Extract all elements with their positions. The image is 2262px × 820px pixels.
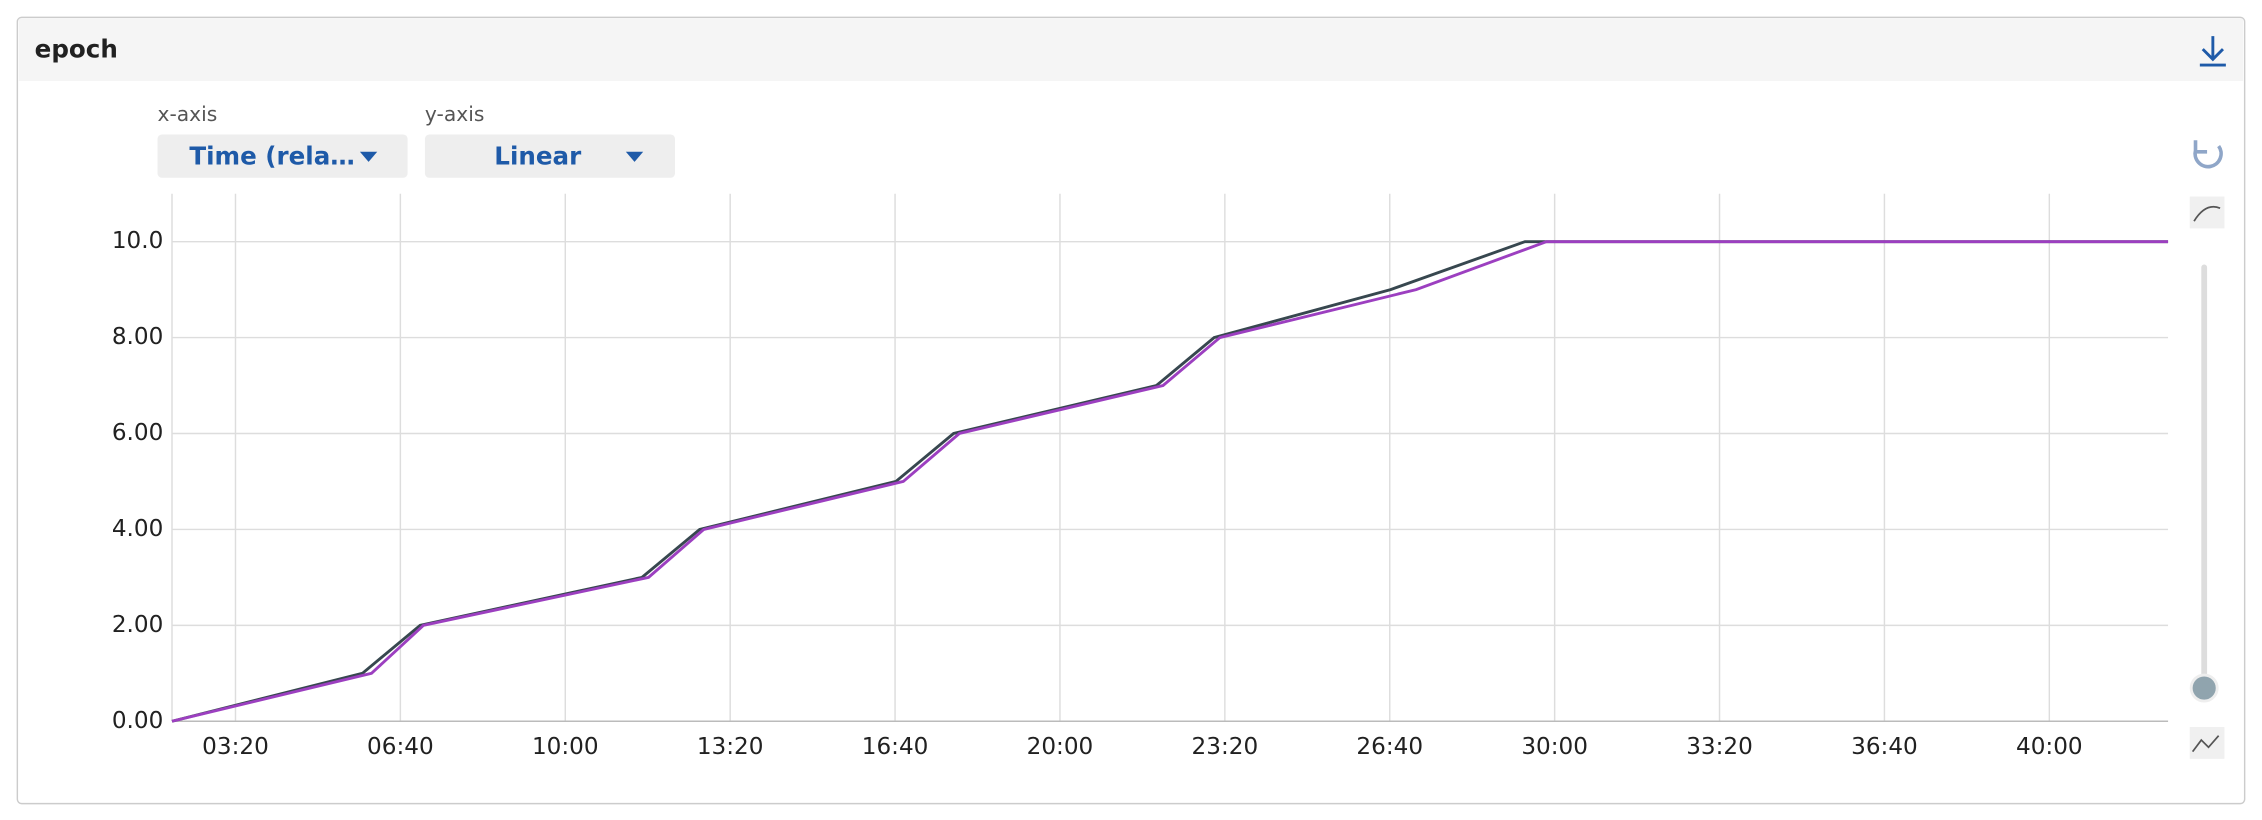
download-icon bbox=[2199, 36, 2226, 67]
y-axis-value: Linear bbox=[494, 142, 582, 171]
card-border bbox=[16, 16, 2246, 805]
x-tick-label: 23:20 bbox=[1192, 734, 1259, 760]
x-tick-label: 10:00 bbox=[532, 734, 599, 760]
raw-line bbox=[2191, 735, 2220, 753]
x-axis-value: Time (rela… bbox=[189, 142, 355, 171]
y-tick-label: 6.00 bbox=[112, 420, 163, 446]
reset-button[interactable] bbox=[2193, 140, 2223, 169]
x-tick-label: 36:40 bbox=[1851, 734, 1918, 760]
series-line bbox=[171, 240, 2169, 723]
smooth-curve bbox=[2193, 205, 2221, 222]
y-tick-label: 8.00 bbox=[112, 324, 163, 350]
series-line bbox=[171, 240, 2169, 723]
y-axis-label: y-axis bbox=[425, 102, 484, 126]
slider-knob[interactable] bbox=[2189, 673, 2219, 703]
y-axis-dropdown[interactable] bbox=[424, 134, 675, 178]
plot: 0.00 2.00 4.00 6.00 8.00 10.0 03:20 06:40 10:00 1… bbox=[112, 193, 2169, 760]
x-tick-label: 06:40 bbox=[367, 734, 434, 760]
y-tick-label: 2.00 bbox=[112, 612, 163, 638]
raw-icon bbox=[2189, 727, 2225, 759]
x-tick-label: 26:40 bbox=[1356, 734, 1423, 760]
x-tick-label: 16:40 bbox=[862, 734, 929, 760]
x-tick-label: 30:00 bbox=[1521, 734, 1588, 760]
x-tick-label: 33:20 bbox=[1686, 734, 1753, 760]
x-tick-label: 13:20 bbox=[697, 734, 764, 760]
slider-track bbox=[2201, 264, 2208, 689]
x-tick-label: 40:00 bbox=[2016, 734, 2083, 760]
card-header bbox=[18, 18, 2244, 81]
dropdown-arrow bbox=[359, 151, 378, 162]
x-tick-label: 03:20 bbox=[202, 734, 269, 760]
download-button[interactable] bbox=[2199, 36, 2226, 67]
y-tick-label: 10.0 bbox=[112, 228, 163, 254]
card-title: epoch bbox=[35, 35, 118, 64]
dropdown-arrow bbox=[625, 151, 644, 162]
x-axis-label: x-axis bbox=[158, 102, 218, 126]
x-axis-dropdown[interactable] bbox=[157, 134, 408, 178]
y-tick-label: 0.00 bbox=[112, 708, 163, 734]
x-tick-label: 20:00 bbox=[1027, 734, 1094, 760]
y-tick-label: 4.00 bbox=[112, 516, 163, 542]
smooth-icon bbox=[2189, 196, 2225, 229]
